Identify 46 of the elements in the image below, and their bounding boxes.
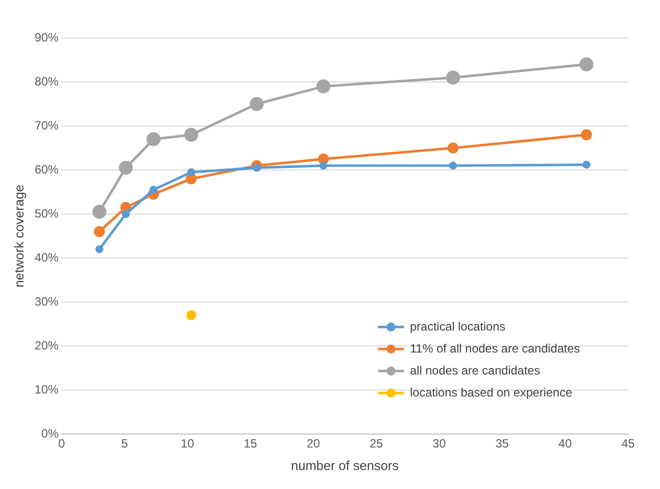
point: [448, 142, 459, 154]
legend-label: practical locations: [410, 319, 506, 334]
x-tick-label: 45: [621, 436, 635, 451]
point: [118, 160, 133, 175]
x-tick-label: 35: [495, 436, 510, 451]
x-tick-label: 40: [558, 436, 572, 451]
point: [92, 204, 106, 219]
point: [319, 162, 328, 170]
y-tick-label: 40%: [34, 250, 59, 264]
point: [186, 310, 196, 320]
y-tick-label: 30%: [34, 294, 59, 308]
point: [252, 164, 261, 172]
y-tick-label: 0%: [41, 426, 59, 440]
point: [580, 129, 592, 140]
y-axis-title: network coverage: [11, 184, 26, 288]
point: [446, 70, 460, 85]
x-tick-label: 15: [244, 436, 258, 451]
point: [316, 79, 330, 94]
point: [582, 160, 590, 169]
point: [250, 97, 264, 111]
x-tick-label: 5: [121, 436, 128, 451]
y-tick-label: 60%: [34, 162, 59, 176]
point: [122, 210, 130, 218]
legend-label: all nodes are candidates: [410, 363, 540, 378]
point: [150, 186, 158, 194]
x-tick-label: 30: [432, 436, 446, 451]
y-tick-label: 70%: [34, 118, 59, 132]
y-tick-label: 10%: [34, 382, 59, 396]
x-tick-label: 20: [306, 436, 320, 451]
y-tick-label: 80%: [34, 74, 59, 88]
legend-label: locations based on experience: [410, 385, 572, 400]
point: [187, 168, 196, 176]
point: [146, 132, 160, 146]
legend-label: 11% of all nodes are candidates: [410, 341, 580, 356]
point: [184, 128, 198, 142]
x-tick-label: 25: [370, 436, 384, 451]
y-tick-label: 90%: [34, 30, 59, 44]
point: [579, 57, 594, 72]
point: [94, 226, 105, 238]
x-tick-label: 0: [58, 436, 66, 451]
point: [449, 162, 458, 170]
point: [95, 245, 104, 254]
y-tick-label: 50%: [34, 206, 59, 220]
x-tick-label: 10: [180, 436, 194, 451]
y-tick-label: 20%: [34, 338, 59, 352]
x-axis-title: number of sensors: [290, 458, 400, 473]
